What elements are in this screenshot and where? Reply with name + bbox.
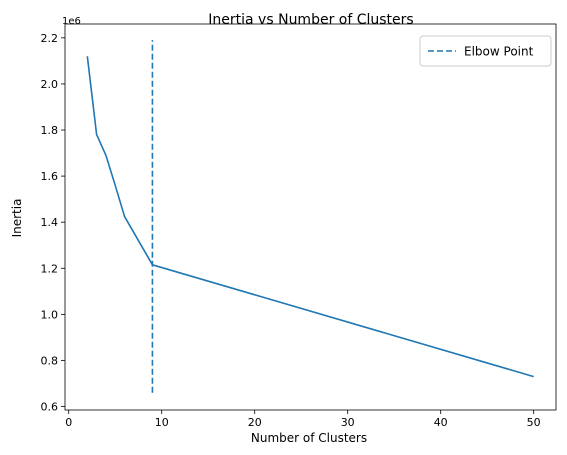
y-tick-label: 1.2 — [41, 262, 59, 275]
x-tick-label: 30 — [341, 416, 355, 429]
x-tick-label: 0 — [65, 416, 72, 429]
y-tick-label: 2.0 — [41, 78, 59, 91]
axes-background — [65, 24, 556, 410]
y-tick-label: 0.6 — [41, 401, 59, 414]
y-tick-label: 2.2 — [41, 32, 59, 45]
x-tick-label: 40 — [434, 416, 448, 429]
y-tick-label: 1.8 — [41, 124, 59, 137]
y-offset-label: 1e6 — [62, 16, 81, 27]
legend: Elbow Point — [419, 35, 552, 67]
series-line-inertia — [86, 56, 534, 378]
y-tick-label: 0.8 — [41, 354, 59, 367]
x-tick-label: 10 — [155, 416, 169, 429]
legend-entry-label: Elbow Point — [464, 45, 534, 59]
x-axis-label: Number of Clusters — [251, 431, 367, 445]
plot-area: 0 10 20 30 40 50 0.6 0.8 1.0 1.2 1.4 1.6 1.8 2.0 2.2 — [41, 23, 557, 429]
y-tick-label: 1.4 — [41, 216, 59, 229]
legend-box — [419, 35, 552, 67]
x-tick-label: 50 — [527, 416, 541, 429]
y-tick-label: 1.6 — [41, 170, 59, 183]
y-axis-label: Inertia — [10, 199, 24, 238]
x-tick-label: 20 — [248, 416, 262, 429]
y-tick-label: 1.0 — [41, 308, 59, 321]
axes-frame — [64, 23, 557, 411]
